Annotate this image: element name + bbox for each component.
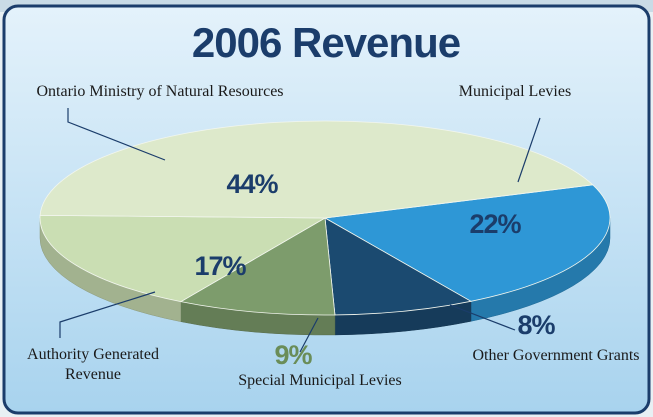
value-label: 9%	[274, 340, 312, 370]
category-label: Special Municipal Levies	[238, 372, 402, 389]
chart-title: 2006 Revenue	[192, 19, 460, 66]
leader-line	[59, 291, 156, 338]
value-label: 8%	[517, 310, 555, 340]
value-label: 17%	[194, 251, 246, 281]
category-label: Municipal Levies	[458, 83, 572, 100]
slice	[39, 120, 594, 219]
leaders	[59, 108, 541, 353]
leader-line	[67, 108, 166, 161]
pie	[39, 120, 611, 336]
slice	[179, 217, 336, 316]
leader-line	[299, 317, 319, 353]
value-label: 44%	[226, 169, 278, 199]
category-label: Ontario Ministry of Natural Resources	[36, 83, 284, 100]
leader-line	[449, 304, 516, 331]
value-label: 22%	[469, 209, 521, 239]
slice	[324, 217, 473, 316]
category-label: Other Government Grants	[472, 347, 640, 364]
category-label: Authority Generated Revenue	[27, 346, 159, 383]
slice	[323, 184, 611, 302]
slice	[39, 214, 327, 303]
leader-line	[517, 117, 541, 183]
